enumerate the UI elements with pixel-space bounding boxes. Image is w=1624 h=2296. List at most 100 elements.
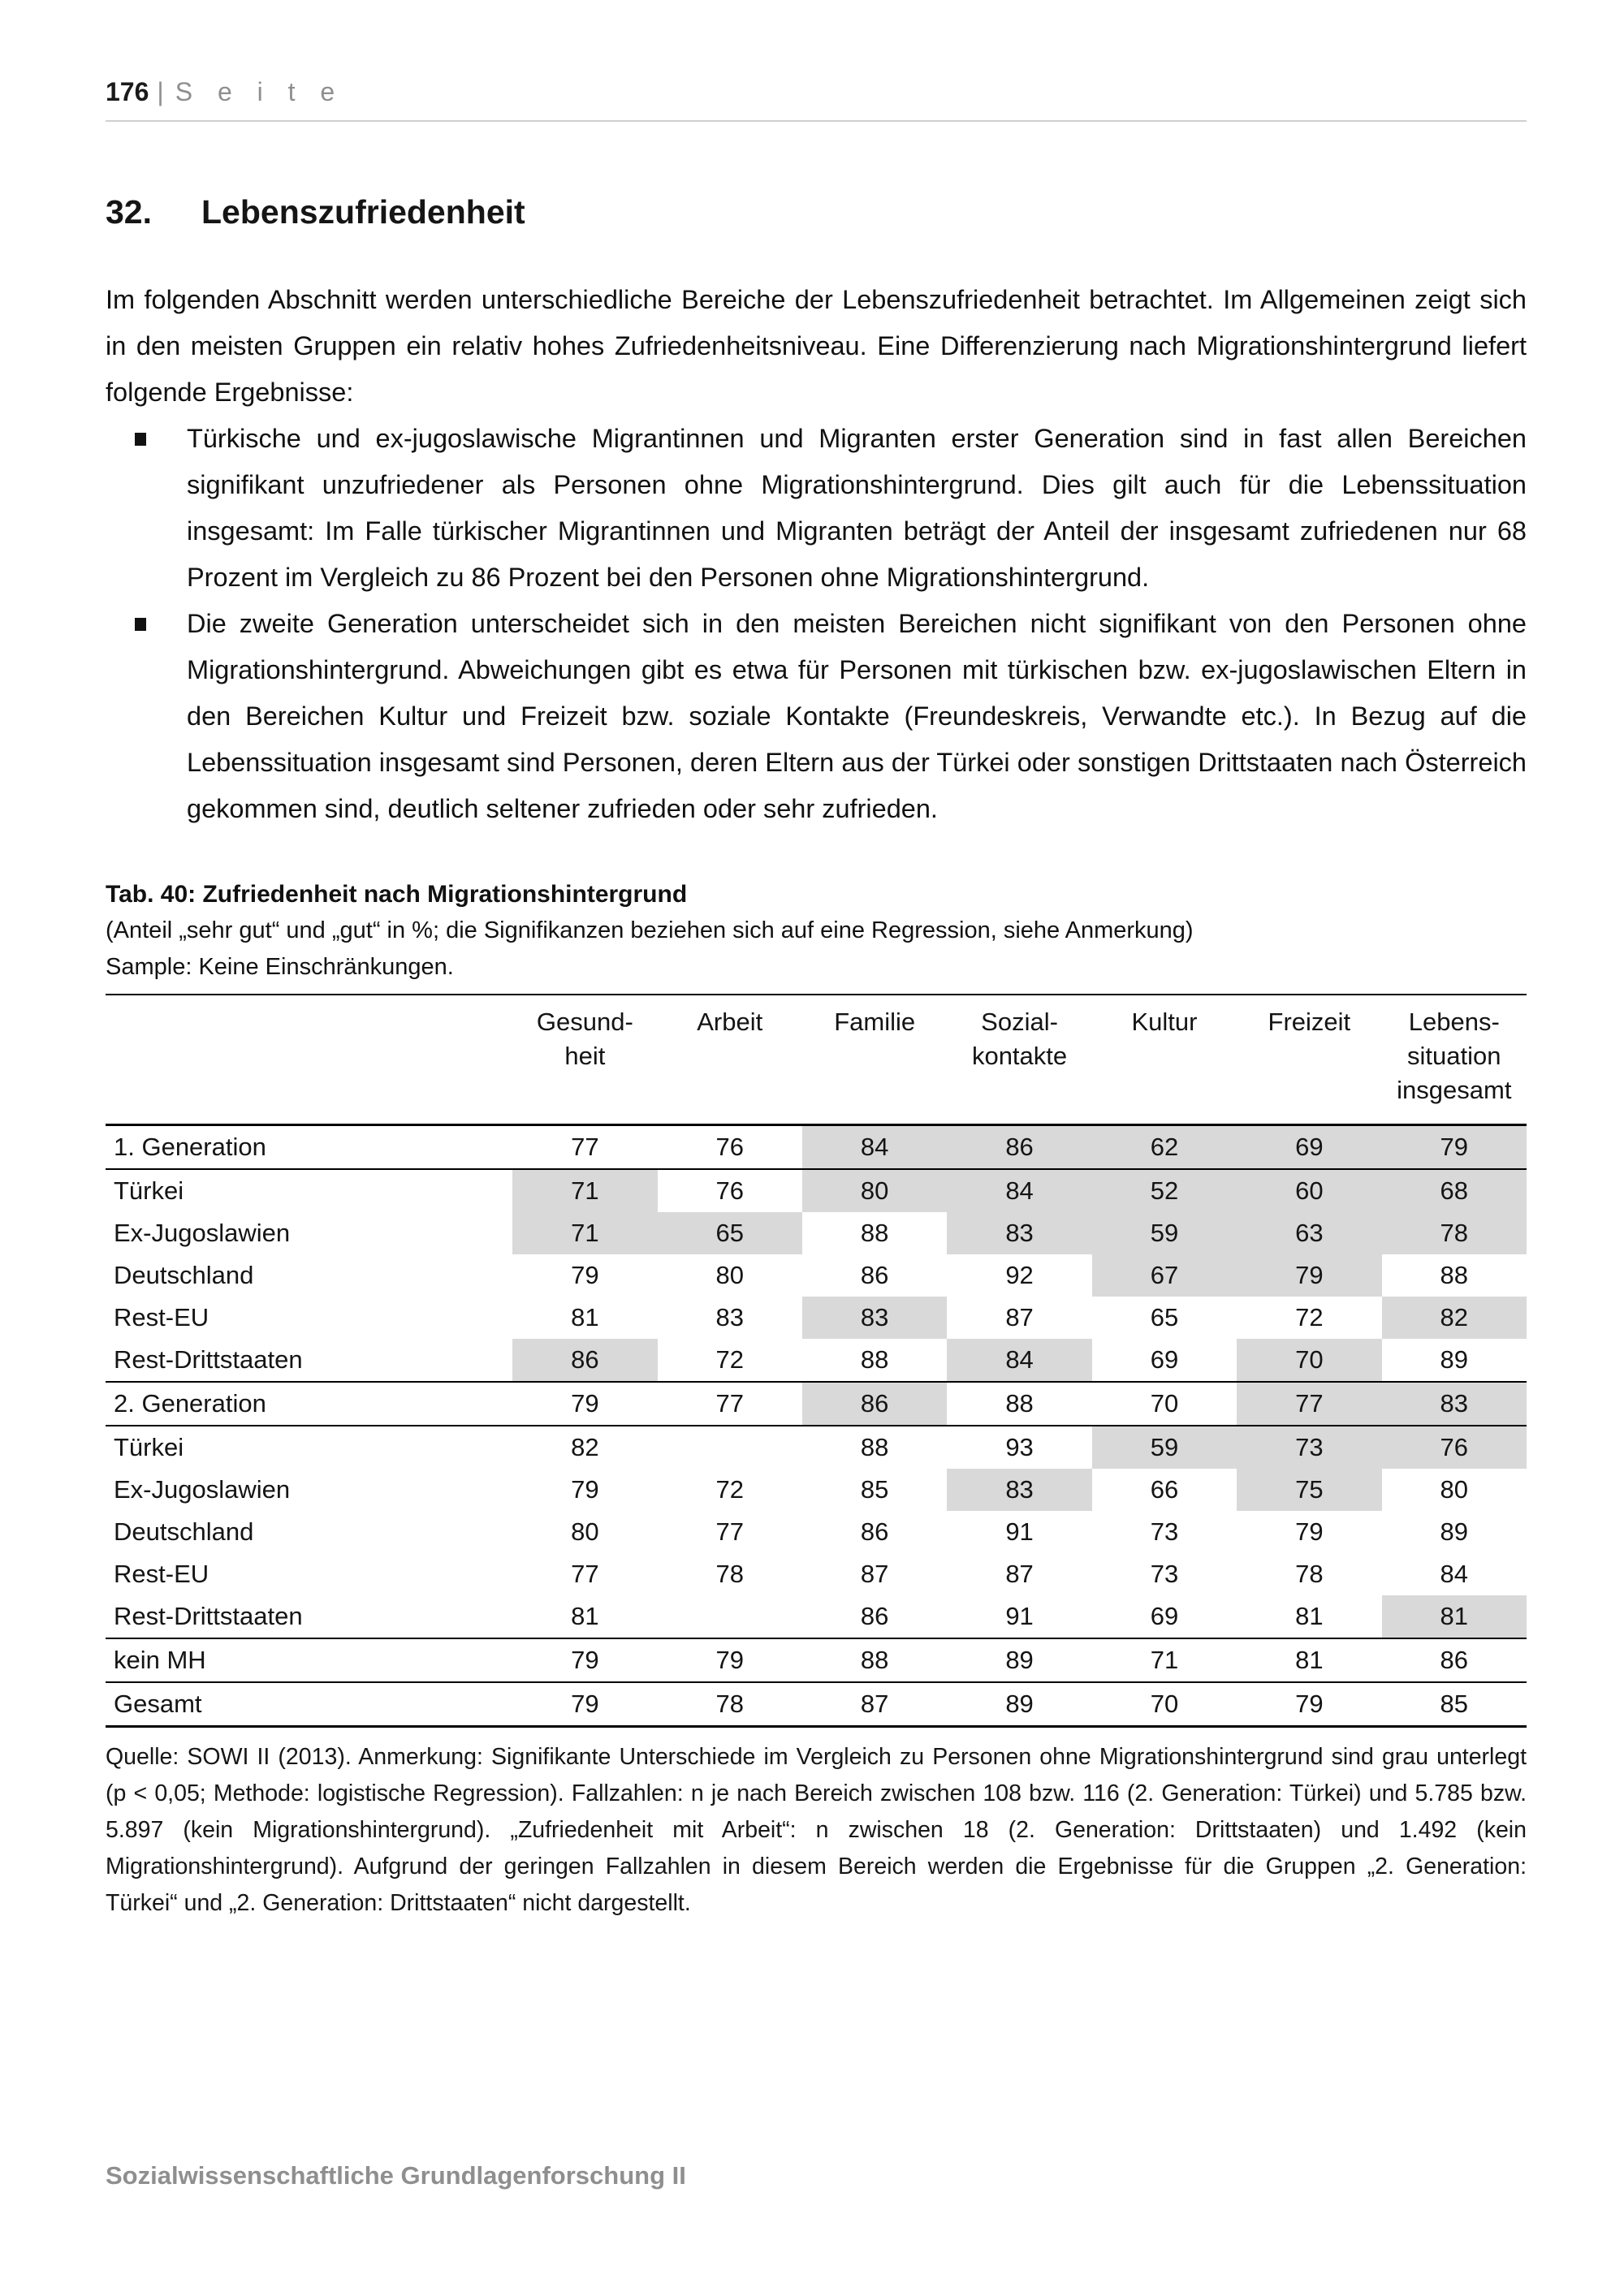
- table-cell: 59: [1091, 1212, 1237, 1254]
- table-cell: 72: [715, 1475, 744, 1504]
- table-caption-sample: Sample: Keine Einschränkungen.: [106, 954, 454, 980]
- row-label: Ex-Jugoslawien: [114, 1475, 291, 1504]
- table-cell: 72: [715, 1345, 744, 1374]
- table-cell: 77: [571, 1133, 599, 1161]
- table-row: 2. Generation 79 77 86 88 70 77 83: [106, 1381, 1527, 1426]
- section-title: Lebenszufriedenheit: [201, 193, 525, 231]
- table-cell: [657, 1425, 802, 1469]
- table-row: Deutschland 80 77 86 91 73 79 89: [106, 1511, 1527, 1553]
- column-header: Arbeit: [657, 995, 802, 1126]
- table-row: Gesamt 79 78 87 89 70 79 85: [106, 1681, 1527, 1728]
- bullet-item: Die zweite Generation unterscheidet sich…: [106, 601, 1527, 832]
- table-cell: 86: [860, 1261, 889, 1289]
- table-row: Rest-EU 77 78 87 87 73 78 84: [106, 1553, 1527, 1595]
- table-cell: 79: [1381, 1124, 1527, 1169]
- square-bullet-icon: [135, 618, 146, 631]
- page-number-separator: |: [157, 77, 164, 106]
- table-cell: 69: [1150, 1602, 1179, 1630]
- table-cell: 69: [1237, 1124, 1382, 1169]
- table-cell: 63: [1237, 1212, 1382, 1254]
- column-header-empty: [106, 995, 513, 1126]
- table-cell: 70: [1091, 1381, 1237, 1426]
- row-label: Rest-EU: [114, 1303, 209, 1331]
- table-cell: 91: [1005, 1517, 1034, 1546]
- square-bullet-icon: [135, 433, 146, 446]
- table-cell: 71: [512, 1212, 658, 1254]
- table-cell: 83: [947, 1469, 1092, 1511]
- table-row: Rest-EU 81 83 83 87 65 72 82: [106, 1297, 1527, 1339]
- table-cell: 73: [1150, 1517, 1179, 1546]
- row-label: Ex-Jugoslawien: [114, 1219, 291, 1247]
- table-cell: 77: [571, 1560, 599, 1588]
- table-cell: 79: [1237, 1254, 1382, 1297]
- table-cell: 84: [947, 1168, 1092, 1212]
- table-cell: 86: [801, 1381, 948, 1426]
- table-cell: 87: [801, 1681, 948, 1728]
- row-label: Türkei: [106, 1168, 513, 1212]
- column-header: Freizeit: [1237, 995, 1382, 1126]
- table-cell: 71: [512, 1168, 658, 1212]
- table-caption-subtitle: (Anteil „sehr gut“ und „gut“ in %; die S…: [106, 917, 1194, 943]
- page-footer: Sozialwissenschaftliche Grundlagenforsch…: [106, 2161, 686, 2190]
- table-row: Türkei 71 76 80 84 52 60 68: [106, 1168, 1527, 1212]
- table-cell: 71: [1091, 1638, 1237, 1682]
- table-cell: 81: [571, 1303, 599, 1331]
- table-cell: 76: [1381, 1425, 1527, 1469]
- table-cell: 80: [571, 1517, 599, 1546]
- table-cell: 84: [947, 1339, 1092, 1382]
- column-header: Kultur: [1091, 995, 1237, 1126]
- table-header: Gesund- heit Arbeit Familie Sozial- kont…: [106, 995, 1527, 1126]
- table-row: Rest-Drittstaaten 81 86 91 69 81 81: [106, 1595, 1527, 1638]
- table-caption: Tab. 40: Zufriedenheit nach Migrationshi…: [106, 876, 1527, 986]
- table-cell: 83: [947, 1212, 1092, 1254]
- column-header: Sozial- kontakte: [947, 995, 1092, 1126]
- table-cell: 88: [860, 1345, 889, 1374]
- table-cell: 80: [801, 1168, 948, 1212]
- row-label: Rest-Drittstaaten: [114, 1602, 303, 1630]
- table-row: 1. Generation 77 76 84 86 62 69 79: [106, 1124, 1527, 1169]
- table-cell: 79: [512, 1381, 658, 1426]
- table-cell: 80: [715, 1261, 744, 1289]
- table-cell: 82: [1381, 1297, 1527, 1339]
- table-cell: 79: [512, 1681, 658, 1728]
- table-header-row: Gesund- heit Arbeit Familie Sozial- kont…: [106, 995, 1527, 1126]
- table-cell: 70: [1091, 1681, 1237, 1728]
- table-cell: 79: [512, 1638, 658, 1682]
- bullet-text: Türkische und ex-jugoslawische Migrantin…: [187, 424, 1527, 592]
- row-label: 1. Generation: [114, 1133, 266, 1161]
- table-cell: 78: [1381, 1212, 1527, 1254]
- table-cell: 89: [1440, 1345, 1469, 1374]
- table-cell: 68: [1381, 1168, 1527, 1212]
- table-cell: 88: [1440, 1261, 1469, 1289]
- table-cell: 78: [657, 1681, 802, 1728]
- table-cell: 67: [1091, 1254, 1237, 1297]
- table-cell: 81: [1381, 1595, 1527, 1638]
- row-label: Rest-Drittstaaten: [114, 1345, 303, 1374]
- table-cell: 65: [1150, 1303, 1179, 1331]
- table-cell: 81: [1237, 1638, 1382, 1682]
- table-cell: 70: [1237, 1339, 1382, 1382]
- table-cell: 87: [1005, 1560, 1034, 1588]
- table-cell: 86: [947, 1124, 1092, 1169]
- table-cell: 84: [801, 1124, 948, 1169]
- table-cell: 88: [860, 1219, 889, 1247]
- row-label: Gesamt: [106, 1681, 513, 1728]
- table-cell: 79: [571, 1475, 599, 1504]
- table-cell: 85: [860, 1475, 889, 1504]
- table-cell: [658, 1595, 802, 1638]
- bullet-text: Die zweite Generation unterscheidet sich…: [187, 609, 1527, 823]
- table-cell: 87: [860, 1560, 889, 1588]
- table-cell: 78: [715, 1560, 744, 1588]
- table-row: Ex-Jugoslawien 79 72 85 83 66 75 80: [106, 1469, 1527, 1511]
- table-cell: 88: [947, 1381, 1092, 1426]
- table-cell: 69: [1150, 1345, 1179, 1374]
- table-cell: 85: [1381, 1681, 1527, 1728]
- table-cell: 77: [715, 1517, 744, 1546]
- row-label: Türkei: [106, 1425, 513, 1469]
- table-cell: 88: [801, 1425, 948, 1469]
- table-cell: 83: [801, 1297, 948, 1339]
- section-number: 32.: [106, 193, 152, 231]
- table-cell: 73: [1237, 1425, 1382, 1469]
- table-cell: 76: [715, 1133, 744, 1161]
- table-cell: 88: [801, 1638, 948, 1682]
